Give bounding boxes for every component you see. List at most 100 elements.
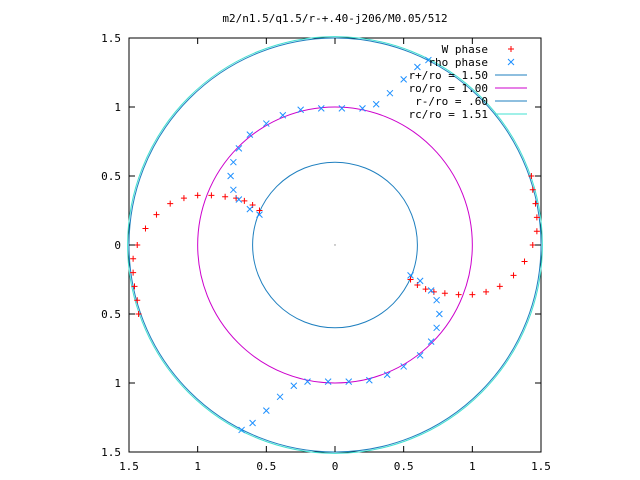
point-1-6: [235, 145, 243, 152]
legend-label: r-/ro = .60: [415, 95, 488, 108]
point-0-14: [131, 283, 138, 290]
x-tick-label: 1: [194, 460, 201, 473]
point-0-31: [532, 200, 539, 207]
point-0-8: [167, 200, 174, 207]
point-1-14: [372, 100, 380, 108]
legend-marker-0: [508, 46, 514, 52]
point-0-29: [533, 228, 540, 235]
point-1-11: [317, 105, 325, 112]
point-1-25: [427, 338, 435, 345]
point-1-23: [436, 310, 443, 318]
point-0-26: [510, 272, 517, 279]
point-1-21: [427, 287, 435, 294]
y-tick-label: 1: [114, 377, 121, 390]
point-1-31: [324, 378, 332, 385]
point-1-22: [433, 296, 440, 304]
point-0-4: [222, 193, 229, 200]
legend-marker-1: [507, 58, 515, 66]
point-1-0: [256, 211, 263, 218]
point-1-36: [249, 419, 256, 427]
x-tick-label: 0.5: [394, 460, 414, 473]
circle-1: [197, 106, 473, 384]
point-0-23: [469, 291, 476, 298]
point-0-27: [521, 258, 528, 265]
point-1-29: [365, 376, 373, 384]
point-1-28: [383, 371, 391, 379]
point-1-16: [400, 76, 408, 83]
point-1-32: [304, 378, 311, 385]
legend-label: rc/ro = 1.51: [409, 108, 488, 121]
point-0-21: [441, 290, 448, 297]
point-1-8: [262, 120, 270, 127]
ticks-layer: 1.5 1 0.5 0 0.5 1 1.51.510.500.511.5: [101, 32, 551, 473]
point-0-16: [135, 311, 142, 317]
circle-3: [127, 36, 543, 454]
point-1-35: [262, 407, 270, 414]
x-tick-label: 0.5: [256, 460, 276, 473]
y-tick-label: 1.5: [101, 32, 121, 45]
series-0: [130, 173, 540, 317]
point-0-10: [142, 225, 149, 232]
point-0-30: [533, 214, 540, 221]
y-tick-label: 1: [114, 101, 121, 114]
point-0-0: [256, 207, 263, 214]
point-1-13: [359, 105, 366, 112]
y-tick-label: 0.5: [101, 170, 121, 183]
legend-label: rho phase: [428, 56, 488, 69]
y-tick-label: 0: [114, 239, 121, 252]
point-0-13: [130, 269, 137, 276]
point-1-24: [433, 324, 440, 332]
point-0-11: [134, 242, 141, 248]
point-0-7: [180, 195, 187, 202]
point-0-28: [529, 242, 536, 248]
point-1-18: [425, 56, 432, 64]
point-0-33: [528, 173, 535, 179]
point-1-17: [414, 63, 421, 71]
point-0-25: [496, 283, 503, 290]
point-1-26: [416, 352, 424, 359]
point-1-20: [416, 277, 424, 285]
point-0-17: [407, 276, 414, 283]
circle-2: [252, 161, 418, 329]
point-1-37: [238, 426, 245, 434]
legend-label: r+/ro = 1.50: [409, 69, 488, 82]
origin-dot: [334, 244, 336, 246]
point-0-12: [130, 255, 137, 262]
point-1-19: [407, 272, 414, 279]
series-layer: [130, 56, 540, 434]
y-tick-label: 1.5: [101, 446, 121, 459]
x-tick-label: 1: [469, 460, 476, 473]
point-1-30: [345, 378, 353, 385]
point-0-32: [529, 186, 536, 193]
point-1-1: [246, 205, 254, 213]
point-1-5: [230, 158, 237, 166]
x-tick-label: 1.5: [119, 460, 139, 473]
point-0-19: [422, 286, 429, 293]
point-0-2: [241, 197, 248, 204]
point-1-33: [290, 382, 298, 390]
point-0-24: [483, 288, 490, 295]
point-1-2: [235, 196, 243, 203]
point-0-6: [194, 192, 201, 199]
x-tick-label: 0: [332, 460, 339, 473]
point-1-3: [230, 186, 237, 194]
y-tick-label: 0.5: [101, 308, 121, 321]
point-1-34: [276, 393, 284, 401]
legend-label: W phase: [442, 43, 488, 56]
point-0-22: [455, 291, 462, 298]
point-1-27: [400, 363, 408, 370]
point-0-15: [134, 297, 141, 304]
legend-label: ro/ro = 1.00: [409, 82, 488, 95]
point-0-5: [208, 192, 215, 199]
point-1-12: [338, 105, 346, 112]
point-1-7: [246, 131, 254, 138]
series-1: [227, 56, 443, 434]
chart-title: m2/n1.5/q1.5/r-+.40-j206/M0.05/512: [222, 12, 447, 25]
point-1-9: [279, 111, 287, 119]
point-1-10: [297, 106, 305, 114]
point-1-4: [227, 172, 234, 180]
point-1-15: [386, 89, 394, 97]
x-tick-label: 1.5: [531, 460, 551, 473]
